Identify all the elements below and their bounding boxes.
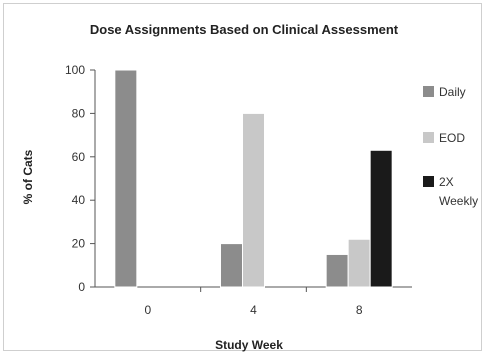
legend-label: Weekly [439,194,478,208]
legend-swatch [423,176,434,187]
legend-swatch [423,86,434,97]
y-tick-label: 80 [72,106,86,120]
bar-daily-week-0 [114,69,138,288]
bar-daily-week-8 [325,253,349,288]
legend-label: 2X [439,175,454,189]
chart-title: Dose Assignments Based on Clinical Asses… [90,22,399,37]
legend-label: EOD [439,131,465,145]
y-tick-label: 20 [72,237,86,251]
bar-daily-week-4 [220,243,243,288]
x-tick-label: 8 [356,303,363,317]
bar-2x-weekly-week-8 [369,149,393,288]
y-tick-label: 40 [72,193,86,207]
plot-area: 0 20 40 60 80 100 0 4 8 [65,63,412,317]
legend-swatch [423,132,434,143]
y-tick-label: 0 [78,280,85,294]
y-tick-label: 60 [72,150,86,164]
x-axis-label: Study Week [215,338,283,352]
x-tick-label: 4 [250,303,257,317]
y-axis-label: % of Cats [21,149,35,204]
x-tick-label: 0 [144,303,151,317]
bar-eod-week-8 [347,238,371,288]
figure-border [3,3,482,351]
legend-label: Daily [439,85,466,99]
legend: Daily EOD 2X Weekly [423,85,478,208]
bar-eod-week-4 [242,112,265,288]
y-tick-label: 100 [65,63,85,77]
